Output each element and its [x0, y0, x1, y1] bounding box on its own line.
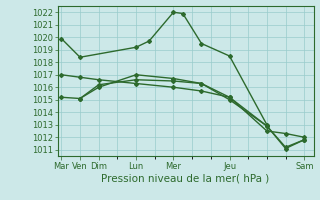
X-axis label: Pression niveau de la mer( hPa ): Pression niveau de la mer( hPa ) — [101, 173, 270, 183]
